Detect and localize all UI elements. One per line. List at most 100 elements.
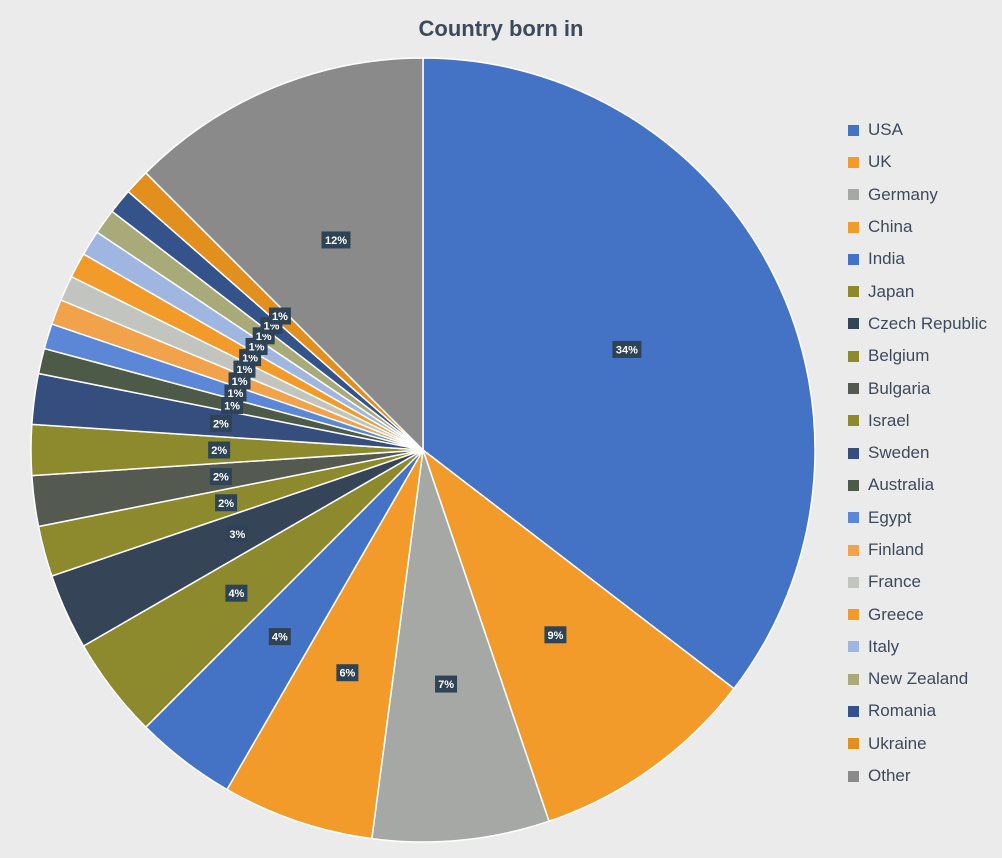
legend-item-uk: UK — [848, 146, 998, 178]
legend-label: Italy — [868, 636, 900, 656]
legend-label: Belgium — [868, 346, 930, 366]
data-label-box — [226, 525, 249, 543]
pie-slice-other — [144, 57, 424, 452]
legend-swatch — [848, 479, 859, 491]
chart-legend: USA UK Germany China India Japan Czech Republi… — [848, 114, 998, 793]
data-label-text: 12% — [325, 235, 347, 247]
legend-item-usa: USA — [848, 114, 998, 146]
legend-swatch — [848, 738, 859, 750]
data-label-box — [544, 626, 567, 644]
data-label-usa: 34% — [612, 340, 642, 358]
legend-swatch — [848, 383, 859, 395]
legend-swatch — [848, 124, 859, 136]
data-label-text: 6% — [339, 668, 355, 680]
legend-item-romania: Romania — [848, 695, 998, 727]
data-label-ukraine: 1% — [268, 307, 291, 325]
legend-item-china: China — [848, 211, 998, 243]
data-label-text: 7% — [438, 679, 454, 691]
data-label-text: 1% — [242, 353, 258, 365]
legend-label: India — [868, 249, 905, 269]
legend-swatch — [848, 350, 859, 362]
data-label-box — [268, 307, 291, 325]
data-label-belgium: 2% — [215, 494, 238, 512]
legend-swatch — [848, 609, 859, 621]
legend-label: France — [868, 572, 921, 592]
data-label-box — [612, 340, 642, 358]
legend-label: China — [868, 217, 913, 237]
legend-item-egypt: Egypt — [848, 502, 998, 534]
data-label-text: 4% — [228, 588, 244, 600]
legend-item-israel: Israel — [848, 405, 998, 437]
legend-label: Czech Republic — [868, 313, 988, 333]
legend-label: USA — [868, 120, 903, 140]
legend-label: Australia — [868, 475, 935, 495]
data-label-box — [215, 494, 238, 512]
legend-swatch — [848, 770, 859, 782]
legend-label: New Zealand — [868, 669, 969, 689]
data-label-japan: 4% — [225, 584, 248, 602]
legend-swatch — [848, 641, 859, 653]
data-label-text: 9% — [547, 630, 563, 642]
data-label-germany: 7% — [435, 675, 458, 693]
pie-slice-uk — [421, 447, 736, 823]
data-label-text: 4% — [272, 632, 288, 644]
data-label-text: 1% — [224, 400, 240, 412]
legend-item-finland: Finland — [848, 534, 998, 566]
legend-item-australia: Australia — [848, 469, 998, 501]
legend-swatch — [848, 447, 859, 459]
legend-label: Romania — [868, 701, 937, 721]
legend-swatch — [848, 253, 859, 265]
legend-item-sweden: Sweden — [848, 437, 998, 469]
chart-title: Country born in — [419, 16, 584, 41]
legend-item-france: France — [848, 566, 998, 598]
legend-item-bulgaria: Bulgaria — [848, 372, 998, 404]
slice-data-labels: 34%9%7%6%4%4%3%2%2%2%2%1%1%1%1%1%1%1%1%1… — [208, 231, 642, 693]
legend-swatch — [848, 221, 859, 233]
data-label-uk: 9% — [544, 626, 567, 644]
data-label-text: 34% — [616, 344, 638, 356]
legend-label: Egypt — [868, 507, 912, 527]
data-label-text: 1% — [249, 341, 265, 353]
legend-label: UK — [868, 152, 892, 172]
data-label-france: 1% — [233, 360, 256, 378]
data-label-text: 2% — [213, 418, 229, 430]
pie-slices — [30, 57, 816, 843]
legend-item-belgium: Belgium — [848, 340, 998, 372]
data-label-box — [268, 628, 291, 646]
data-label-other: 12% — [321, 231, 351, 249]
legend-label: Israel — [868, 410, 910, 430]
pie-slice-germany — [370, 449, 550, 843]
legend-item-new-zealand: New Zealand — [848, 663, 998, 695]
legend-item-czech-republic: Czech Republic — [848, 308, 998, 340]
legend-label: Greece — [868, 604, 924, 624]
legend-label: Finland — [868, 540, 924, 559]
data-label-box — [321, 231, 351, 249]
legend-item-ukraine: Ukraine — [848, 728, 998, 760]
legend-label: Bulgaria — [868, 378, 931, 398]
data-label-text: 1% — [272, 311, 288, 323]
legend-label: Germany — [868, 184, 938, 204]
legend-item-india: India — [848, 243, 998, 275]
legend-swatch — [848, 576, 859, 588]
legend-label: Sweden — [868, 443, 930, 463]
data-label-text: 1% — [232, 376, 248, 388]
legend-item-japan: Japan — [848, 275, 998, 307]
legend-item-italy: Italy — [848, 631, 998, 663]
legend-swatch — [848, 673, 859, 685]
data-label-box — [336, 664, 359, 682]
data-label-text: 2% — [218, 498, 234, 510]
data-label-sweden: 2% — [209, 414, 232, 432]
legend-swatch — [848, 415, 859, 427]
data-label-text: 1% — [227, 388, 243, 400]
data-label-china: 6% — [336, 664, 359, 682]
data-label-box — [208, 441, 231, 459]
pie-slice-china — [225, 449, 424, 840]
legend-swatch — [848, 189, 859, 201]
data-label-india: 4% — [268, 628, 291, 646]
legend-swatch — [848, 705, 859, 717]
data-label-box — [225, 584, 248, 602]
legend-swatch — [848, 512, 859, 524]
data-label-box — [209, 414, 232, 432]
